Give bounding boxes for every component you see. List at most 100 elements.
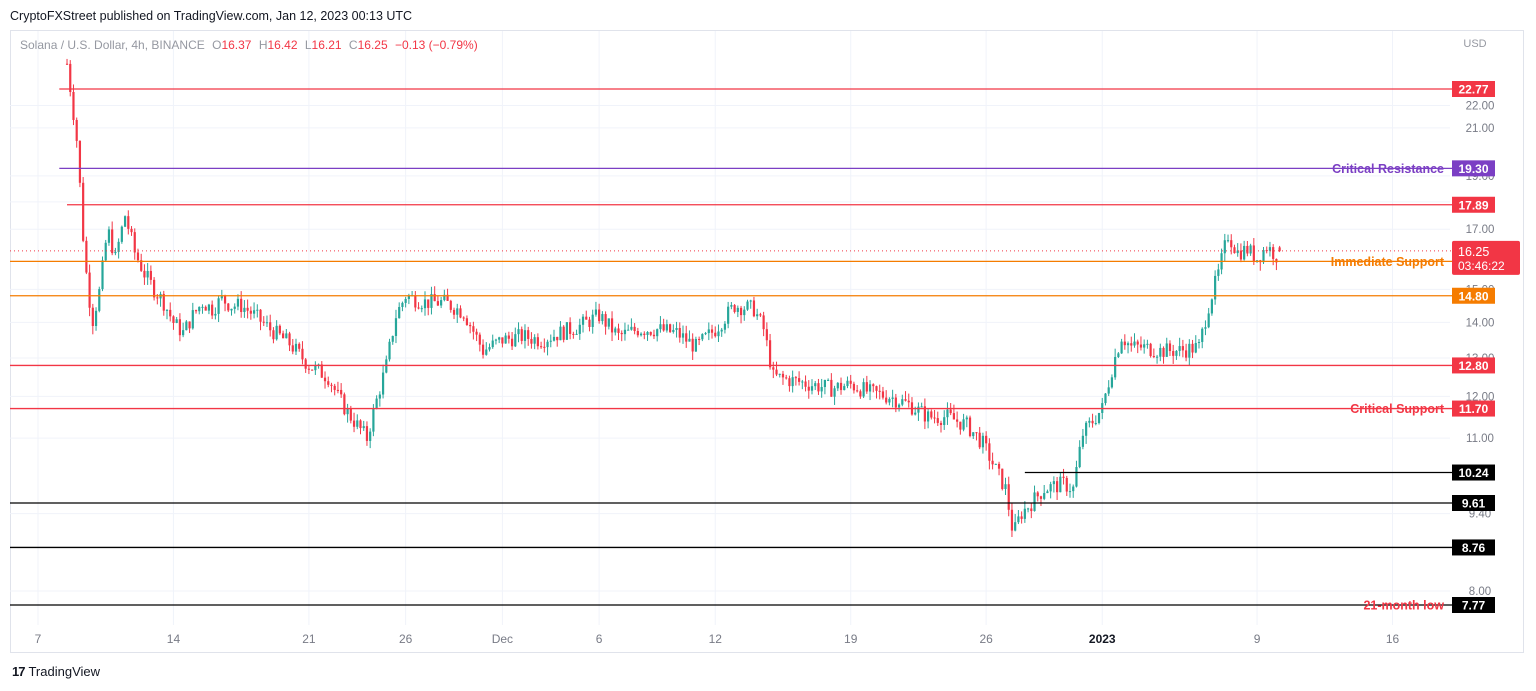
candle-body — [75, 119, 78, 141]
candle-body — [1030, 508, 1033, 512]
candle-body — [481, 344, 485, 355]
candle-body — [1172, 351, 1175, 356]
candle-body — [165, 309, 169, 311]
candle-body — [349, 408, 352, 421]
level-price-label: 14.80 — [1458, 289, 1488, 303]
candle-body — [427, 299, 430, 308]
candle-body — [565, 322, 568, 340]
candle-body — [646, 332, 649, 335]
candle-body — [185, 321, 188, 331]
candle-body — [456, 308, 459, 315]
legend-change: −0.13 (−0.79%) — [394, 38, 478, 52]
candle-body — [475, 331, 478, 335]
level-price-label: 10.24 — [1458, 466, 1488, 480]
chart-frame[interactable] — [10, 30, 1524, 653]
candle-body — [1239, 250, 1243, 260]
candle-body — [1068, 491, 1072, 493]
candle-body — [1194, 343, 1197, 353]
candle-body — [768, 340, 772, 368]
candle-body — [607, 318, 610, 327]
candle-body — [881, 391, 885, 398]
candle-body — [381, 372, 385, 395]
candle-body — [1056, 481, 1059, 493]
candle-body — [346, 408, 349, 415]
candle-body — [862, 382, 865, 397]
candle-body — [868, 384, 872, 392]
candle-body — [1004, 484, 1007, 490]
candle-body — [801, 381, 804, 383]
legend-open: 16.37 — [221, 38, 252, 52]
y-tick-label: 17.00 — [1466, 224, 1495, 236]
candle-body — [327, 381, 330, 385]
candle-body — [620, 332, 623, 335]
candle-body — [82, 182, 85, 241]
x-tick-label: 12 — [709, 632, 723, 646]
candle-body — [217, 298, 220, 314]
candle-body — [1020, 516, 1023, 519]
candle-body — [678, 327, 681, 338]
candle-body — [340, 389, 343, 395]
candle-body — [1033, 492, 1036, 512]
candle-body — [1243, 245, 1246, 260]
candle-body — [359, 420, 362, 429]
candle-body — [559, 326, 562, 341]
candle-body — [685, 333, 688, 342]
candle-body — [846, 380, 849, 387]
candle-body — [659, 324, 662, 330]
level-price-tag — [1452, 287, 1495, 304]
legend-symbol[interactable]: Solana / U.S. Dollar, 4h, BINANCE — [20, 38, 205, 52]
candle-body — [997, 463, 1001, 469]
candle-body — [669, 324, 672, 332]
axis-currency-label: USD — [1463, 38, 1486, 50]
candle-body — [1097, 412, 1101, 424]
candle-body — [204, 306, 207, 311]
candle-body — [146, 270, 149, 278]
candle-body — [968, 417, 972, 437]
candle-body — [510, 338, 514, 347]
candle-body — [817, 383, 820, 392]
candle-body — [717, 331, 720, 337]
candle-body — [1072, 486, 1075, 492]
candle-body — [1175, 350, 1178, 356]
level-annotation: Critical Support — [1350, 402, 1445, 416]
candle-body — [936, 418, 939, 423]
candle-body — [975, 432, 978, 434]
candle-body — [1075, 467, 1078, 487]
candle-body — [472, 326, 475, 332]
candle-body — [182, 330, 185, 336]
candle-body — [301, 348, 304, 360]
candle-body — [1146, 343, 1149, 345]
candle-body — [633, 326, 636, 332]
symbol-legend[interactable]: Solana / U.S. Dollar, 4h, BINANCE O16.37… — [20, 38, 478, 52]
candle-body — [804, 381, 807, 387]
candle-body — [562, 326, 565, 340]
candle-body — [904, 399, 907, 401]
candle-body — [872, 384, 875, 387]
level-price-label: 19.30 — [1458, 162, 1488, 176]
candle-body — [578, 324, 581, 334]
candle-body — [275, 325, 278, 340]
candle-body — [652, 334, 656, 337]
candle-body — [162, 293, 165, 311]
x-tick-label: 19 — [844, 632, 858, 646]
candle-body — [656, 329, 659, 337]
candle-body — [1049, 484, 1052, 492]
candle-body — [1236, 250, 1239, 254]
candle-body — [1230, 240, 1233, 248]
candle-body — [775, 369, 778, 375]
candle-body — [333, 385, 336, 390]
candle-body — [1262, 250, 1265, 263]
legend-high: 16.42 — [267, 38, 298, 52]
level-price-tag — [1452, 400, 1495, 417]
candle-body — [230, 308, 233, 311]
candle-body — [207, 304, 211, 311]
candle-body — [388, 341, 391, 360]
candle-body — [749, 300, 752, 302]
level-price-tag — [1452, 81, 1495, 97]
candle-body — [546, 341, 549, 348]
tradingview-footer[interactable]: 17 TradingView — [12, 664, 100, 679]
y-tick-label: 14.00 — [1466, 317, 1495, 329]
candle-body — [939, 422, 943, 425]
candle-body — [581, 316, 585, 325]
